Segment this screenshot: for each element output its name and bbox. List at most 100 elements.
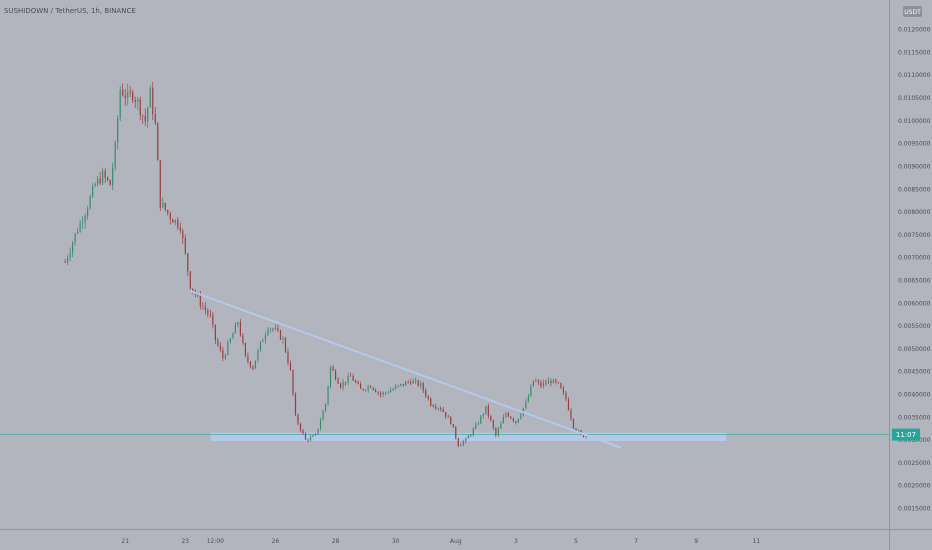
chart-title: SUSHIDOWN / TetherUS, 1h, BINANCE	[4, 7, 136, 15]
time-tick-label: 5	[574, 538, 578, 545]
candle-bullish	[94, 184, 96, 187]
candle-bearish	[445, 412, 447, 417]
candle-bearish	[570, 410, 572, 419]
candle-bullish	[89, 196, 91, 209]
price-tick-label: 0.0050000	[898, 346, 931, 353]
candle-bearish	[152, 87, 154, 115]
time-tick-label: 30	[392, 538, 400, 545]
candle-bearish	[304, 433, 307, 440]
price-tick-label: 0.0020000	[898, 483, 931, 490]
candle-bullish	[485, 405, 487, 414]
candle-bearish	[442, 409, 444, 413]
candle-bullish	[149, 87, 151, 108]
candle-bearish	[540, 382, 542, 387]
candle-bullish	[462, 441, 464, 445]
candle-bearish	[212, 314, 214, 325]
candle-bullish	[232, 333, 234, 339]
candle-bearish	[239, 322, 242, 336]
candle-bearish	[157, 123, 159, 161]
candle-bullish	[527, 395, 529, 402]
candle-bullish	[84, 216, 86, 223]
candle-bullish	[102, 171, 104, 184]
candle-bearish	[307, 439, 309, 441]
candle-bearish	[550, 380, 552, 384]
candle-bearish	[375, 389, 377, 392]
price-tick-label: 0.0015000	[898, 505, 931, 512]
candle-bearish	[515, 421, 517, 423]
candle-bearish	[142, 115, 144, 117]
candle-bearish	[407, 381, 409, 383]
time-axis[interactable]: 21 23 12:00 26 28 30 Aug 3 5 7 9 11	[121, 538, 760, 545]
candle-bearish	[425, 390, 427, 397]
candle-bullish	[520, 414, 522, 419]
candle-bearish	[575, 428, 577, 432]
candle-bearish	[284, 338, 287, 352]
candle-bullish	[472, 428, 474, 435]
currency-badge[interactable]: USDT	[903, 6, 922, 17]
candle-bullish	[382, 392, 384, 395]
candle-bullish	[585, 435, 587, 438]
price-tick-label: 0.0120000	[898, 27, 931, 34]
candle-bearish	[545, 382, 547, 384]
price-tick-label: 0.0055000	[898, 323, 931, 330]
candle-bullish	[237, 322, 239, 325]
candle-bearish	[214, 324, 216, 341]
candle-bullish	[397, 385, 399, 387]
candle-bearish	[182, 230, 184, 239]
candle-bearish	[144, 115, 146, 122]
candle-bearish	[487, 405, 489, 416]
candle-bearish	[582, 434, 585, 438]
candle-bearish	[410, 381, 412, 384]
candle-bullish	[259, 341, 262, 351]
candle-bearish	[184, 238, 186, 254]
candle-bullish	[390, 390, 392, 393]
candle-bearish	[277, 327, 279, 331]
candle-bearish	[249, 361, 252, 367]
candle-bearish	[169, 213, 171, 220]
candle-bullish	[500, 423, 502, 429]
candle-bearish	[192, 288, 194, 292]
candle-bearish	[507, 412, 509, 417]
candle-bullish	[317, 428, 319, 434]
candle-bullish	[229, 338, 231, 343]
price-tick-label: 0.0115000	[898, 49, 931, 56]
candle-bullish	[264, 334, 267, 341]
candle-bearish	[402, 383, 404, 386]
candle-bearish	[495, 427, 497, 436]
candle-bearish	[204, 306, 206, 311]
candle-bearish	[154, 114, 156, 124]
candle-bearish	[179, 227, 181, 231]
candle-bearish	[202, 306, 204, 308]
candle-bearish	[272, 328, 274, 330]
candle-bearish	[104, 171, 106, 178]
price-tick-label: 0.0080000	[898, 209, 931, 216]
candle-bullish	[420, 383, 422, 386]
price-tick-label: 0.0070000	[898, 255, 931, 262]
candle-bullish	[224, 354, 226, 359]
price-tick-label: 0.0040000	[898, 391, 931, 398]
candle-bearish	[299, 423, 302, 431]
descending-trendline[interactable]	[189, 290, 622, 449]
candle-bearish	[492, 420, 494, 428]
candle-bullish	[342, 382, 344, 388]
candle-bearish	[332, 366, 334, 371]
candle-bullish	[267, 329, 269, 335]
candle-bearish	[247, 355, 249, 362]
candle-bearish	[222, 350, 224, 359]
candle-bearish	[422, 383, 424, 391]
candle-bullish	[475, 424, 477, 429]
candle-bullish	[385, 392, 387, 394]
candle-bearish	[107, 177, 109, 180]
candle-bearish	[339, 383, 342, 388]
candle-bullish	[477, 423, 479, 425]
price-tick-label: 0.0075000	[898, 232, 931, 239]
candle-bearish	[360, 384, 362, 389]
candle-bearish	[199, 295, 201, 307]
candle-bullish	[92, 186, 94, 197]
candle-bullish	[347, 375, 349, 383]
candle-bullish	[69, 252, 71, 258]
candle-bearish	[430, 398, 432, 406]
time-tick-label: 23	[181, 538, 189, 545]
